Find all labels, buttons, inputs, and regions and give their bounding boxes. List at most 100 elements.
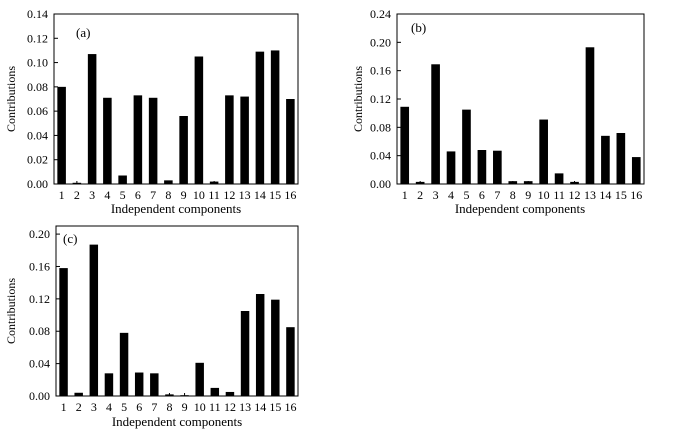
bar-13: [240, 96, 249, 184]
y-tick-label: 0.12: [370, 92, 391, 106]
x-tick-label: 3: [91, 400, 97, 414]
bar-4: [103, 97, 112, 184]
panel-c: (c) 0.000.040.080.120.160.20 1 2 3 4 5 6 7 8 9 10…: [4, 225, 299, 429]
bar-5: [119, 332, 129, 396]
y-tick-label: 0.00: [370, 177, 391, 191]
x-tick-label: 7: [494, 188, 500, 202]
bar-1: [57, 86, 66, 184]
y-tick-label: 0.20: [370, 35, 391, 49]
y-tick-label: 0.04: [29, 357, 50, 371]
x-tick-label: 7: [150, 188, 156, 202]
bar-13: [585, 47, 595, 184]
y-axis: 0.00 0.04 0.08 0.12 0.16 0.20 0.24: [370, 7, 401, 191]
x-axis-label: Independent components: [111, 201, 241, 216]
x-tick-label: 14: [599, 188, 611, 202]
x-tick-label: 16: [284, 400, 296, 414]
x-axis-label: Independent components: [112, 414, 242, 429]
plot-frame: [53, 13, 299, 185]
bar-7: [150, 373, 159, 396]
bar-5: [462, 109, 471, 184]
x-tick-label: 12: [224, 400, 236, 414]
x-tick-label: 3: [433, 188, 439, 202]
x-tick-label: 8: [510, 188, 516, 202]
x-tick-label: 14: [254, 400, 266, 414]
x-tick-label: 16: [284, 188, 296, 202]
x-tick-label: 13: [239, 188, 251, 202]
x-tick-label: 15: [269, 188, 281, 202]
x-tick-label: 5: [121, 400, 127, 414]
bar-14: [255, 51, 265, 185]
x-tick-label: 5: [463, 188, 469, 202]
bar-14: [255, 294, 265, 396]
x-tick-label: 10: [194, 400, 206, 414]
x-tick-label: 2: [417, 188, 423, 202]
x-tick-label: 2: [76, 400, 82, 414]
x-tick-label: 8: [166, 400, 172, 414]
y-tick-label: 0.08: [29, 324, 50, 338]
bar-1: [59, 268, 68, 396]
bar-group: [57, 50, 295, 185]
x-tick-label: 5: [120, 188, 126, 202]
x-tick-label: 15: [269, 400, 281, 414]
x-tick-label: 3: [89, 188, 95, 202]
bar-4: [104, 373, 114, 396]
x-tick-label: 9: [181, 188, 187, 202]
bar-15: [271, 299, 280, 396]
bar-15: [270, 50, 280, 184]
bar-1: [400, 106, 410, 184]
y-tick-label: 0.00: [27, 177, 48, 191]
bar-6: [477, 150, 487, 184]
x-tick-label: 12: [223, 188, 235, 202]
plot-frame: [55, 225, 299, 397]
panel-label: (a): [76, 25, 90, 40]
x-tick-label: 10: [193, 188, 205, 202]
y-tick-label: 0.04: [27, 128, 48, 142]
x-axis: 1 2 3 4 5 6 7 8 9 10 11 12 13 14 15 16: [59, 181, 296, 202]
x-axis: 1 2 3 4 5 6 7 8 9 10 11 12 13 14 15 16: [402, 181, 642, 202]
x-tick-label: 11: [209, 400, 221, 414]
y-tick-label: 0.02: [27, 153, 48, 167]
y-tick-label: 0.20: [29, 227, 50, 241]
panel-label: (c): [63, 231, 77, 246]
bar-3: [87, 54, 97, 185]
bar-6: [134, 372, 144, 396]
bar-6: [133, 95, 143, 184]
bar-3: [89, 244, 99, 396]
bar-group: [59, 244, 295, 396]
x-tick-label: 7: [151, 400, 157, 414]
x-tick-label: 11: [208, 188, 220, 202]
x-tick-label: 4: [106, 400, 112, 414]
x-tick-label: 1: [59, 188, 65, 202]
bar-4: [446, 151, 456, 184]
y-tick-label: 0.08: [27, 80, 48, 94]
y-tick-label: 0.12: [27, 31, 48, 45]
x-axis: 1 2 3 4 5 6 7 8 9 10 11 12 13 14 15 16: [61, 393, 296, 414]
y-tick-label: 0.10: [27, 56, 48, 70]
y-tick-label: 0.04: [370, 149, 391, 163]
x-tick-label: 4: [448, 188, 454, 202]
y-axis-label: Contributions: [4, 66, 18, 132]
x-tick-label: 1: [61, 400, 67, 414]
x-tick-label: 11: [553, 188, 565, 202]
y-axis: 0.00 0.02 0.04 0.06 0.08 0.10 0.12 0.14: [27, 7, 58, 191]
x-tick-label: 6: [479, 188, 485, 202]
x-tick-label: 6: [136, 400, 142, 414]
bar-5: [118, 175, 127, 184]
y-tick-label: 0.00: [29, 389, 50, 403]
x-tick-label: 15: [615, 188, 627, 202]
y-tick-label: 0.14: [27, 7, 48, 21]
bar-10: [195, 362, 204, 396]
bar-group: [400, 47, 641, 184]
x-tick-label: 6: [135, 188, 141, 202]
bar-3: [431, 64, 440, 184]
bar-13: [240, 311, 250, 396]
bar-7: [148, 97, 158, 184]
bar-7: [493, 150, 502, 184]
y-tick-label: 0.12: [29, 292, 50, 306]
bar-12: [225, 95, 234, 184]
x-tick-label: 16: [630, 188, 642, 202]
y-axis-label: Contributions: [351, 66, 365, 132]
